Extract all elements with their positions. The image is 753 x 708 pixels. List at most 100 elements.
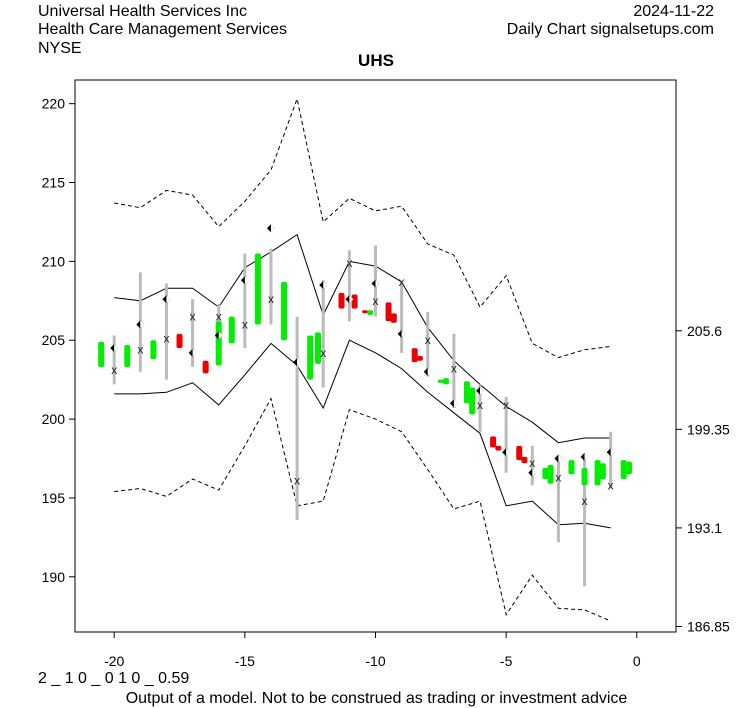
close-marker: x [477,398,483,412]
candle [228,316,235,344]
diamond-marker-half [532,468,537,477]
candle [625,461,632,475]
candle [516,445,523,461]
candle [150,340,157,360]
close-marker: x [529,456,535,470]
lower-outer-band [114,397,611,622]
candle [307,335,314,380]
diamond-marker-half [218,331,223,340]
candle [202,360,209,374]
candle [568,460,575,475]
candle [416,356,423,361]
candle [124,344,131,368]
candle [390,313,397,323]
diamond-marker-half [584,452,589,461]
y-tick-label-left: 200 [42,411,66,427]
diamond-marker-half [558,454,563,463]
close-marker: x [320,346,326,360]
x-tick-label: -5 [500,653,513,669]
candle [351,294,358,309]
diamond-marker-half [297,358,302,367]
close-marker: x [451,362,457,376]
company-name: Universal Health Services Inc [38,3,247,20]
close-marker: x [216,310,222,324]
diamond-marker-half [401,329,406,338]
diamond-marker-half [166,295,171,304]
chart-title: UHS [358,51,394,70]
diamond-marker-half [610,448,615,457]
diamond-marker-half [140,320,145,329]
diamond-marker-half [480,386,485,395]
candle [385,302,392,322]
chart-date: 2024-11-22 [633,3,714,20]
y-tick-label-right: 199.35 [687,421,730,437]
close-marker: x [582,494,588,508]
candle [367,310,374,315]
y-tick-label-left: 210 [42,253,66,269]
candle [599,463,606,480]
diamond-marker-half [244,276,249,285]
close-marker: x [503,398,509,412]
candle [594,460,601,486]
close-marker: x [163,332,169,346]
candle [338,292,345,309]
close-marker: x [268,292,274,306]
diamond-marker-half [192,348,197,357]
y-tick-label-left: 190 [42,569,66,585]
y-tick-label-left: 220 [42,96,66,112]
close-marker: x [346,256,352,270]
model-params: 2 _ 1 0 _ 0 1 0 _ 0.59 [38,670,190,687]
candle [315,332,322,364]
diamond-marker-half [427,367,432,376]
diamond-marker-half [323,281,328,290]
close-marker: x [294,474,300,488]
diamond-marker-half [349,295,354,304]
y-tick-label-right: 186.85 [687,618,730,634]
x-tick-label: -20 [104,653,124,669]
candle [411,348,418,363]
close-marker: x [555,470,561,484]
close-marker: x [608,478,614,492]
diamond-marker-half [453,399,458,408]
disclaimer: Output of a model. Not to be construed a… [125,690,628,707]
candle [362,310,369,314]
close-marker: x [242,317,248,331]
candle [176,333,183,349]
chart-source: Daily Chart signalsetups.com [506,21,714,38]
y-tick-label-left: 215 [42,175,66,191]
close-marker: x [373,294,379,308]
candle [281,281,288,341]
x-tick-label: -10 [365,653,385,669]
y-tick-label-right: 205.6 [687,323,722,339]
y-tick-label-left: 195 [42,490,66,506]
close-marker: x [425,333,431,347]
diamond-marker-half [270,224,275,233]
candle [521,456,528,464]
candle [542,467,549,480]
candle [581,467,588,486]
candle [495,445,502,451]
candle [547,464,554,484]
close-marker: x [111,363,117,377]
candle [254,253,261,325]
candle [490,436,497,448]
candle [620,460,627,480]
candle [469,387,476,415]
candle [98,341,105,368]
close-marker: x [137,343,143,357]
close-marker: x [190,310,196,324]
diamond-marker-half [114,344,119,353]
candle [443,378,450,385]
x-tick-label: -15 [235,653,255,669]
candle [437,379,444,383]
x-tick-label: 0 [633,653,641,669]
close-marker: x [399,275,405,289]
lower-band [114,339,611,529]
industry-name: Health Care Management Services [38,21,288,38]
y-tick-label-right: 193.1 [687,520,722,536]
candle [463,381,470,404]
exchange-name: NYSE [38,40,82,57]
diamond-marker-half [375,279,380,288]
y-tick-label-left: 205 [42,332,66,348]
